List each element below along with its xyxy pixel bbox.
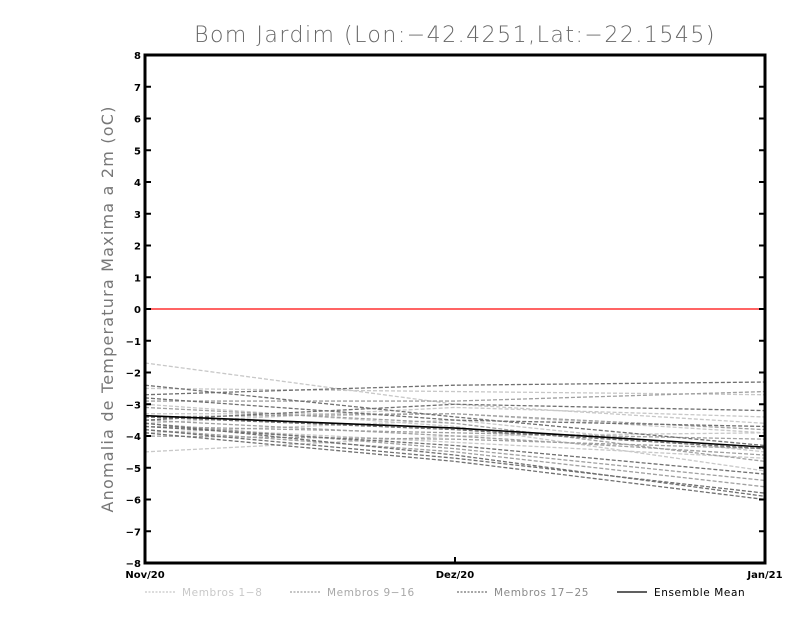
x-tick-label: Jan/21 <box>746 570 782 581</box>
member-line <box>144 403 766 472</box>
member-line <box>145 390 766 402</box>
y-tick-label: 1 <box>134 273 141 284</box>
y-tick-label: −5 <box>126 464 141 475</box>
y-tick-label: −3 <box>126 400 141 411</box>
y-tick-label: 7 <box>134 83 141 94</box>
member-line <box>144 432 766 501</box>
legend-label: Membros 1−8 <box>182 587 263 599</box>
legend: Membros 1−8 Membros 9−16 Membros 17−25 Ense… <box>145 587 745 599</box>
legend-label: Ensemble Mean <box>654 587 745 599</box>
x-ticks: Nov/20 Dez/20 Jan/21 <box>125 557 783 581</box>
y-tick-label: 3 <box>134 210 141 221</box>
member-line <box>144 397 766 428</box>
y-tick-label: −7 <box>126 527 141 538</box>
member-line <box>144 381 766 396</box>
member-line <box>144 425 766 440</box>
y-tick-label: −8 <box>126 559 141 570</box>
legend-label: Membros 17−25 <box>494 587 589 599</box>
member-line <box>144 384 766 447</box>
member-line <box>144 432 766 453</box>
series-lines <box>144 362 766 501</box>
member-line <box>144 387 766 396</box>
y-tick-label: −1 <box>126 337 141 348</box>
member-line <box>144 362 766 424</box>
y-ticks: −8 −7 −6 −5 −4 −3 −2 −1 0 1 2 3 4 5 6 7 8 <box>126 51 765 570</box>
y-tick-label: 5 <box>134 146 141 157</box>
x-tick-label: Dez/20 <box>436 570 475 581</box>
y-tick-label: 6 <box>134 115 141 126</box>
x-tick-label: Nov/20 <box>125 570 164 581</box>
member-line <box>144 422 766 482</box>
y-tick-label: 8 <box>134 51 141 62</box>
member-line <box>144 425 766 475</box>
member-line <box>144 435 766 450</box>
member-line <box>144 403 766 421</box>
member-line <box>144 406 766 463</box>
y-tick-label: 2 <box>134 242 141 253</box>
y-tick-label: −2 <box>126 369 141 380</box>
member-line <box>145 413 766 434</box>
member-line <box>144 429 766 494</box>
member-line <box>144 416 766 450</box>
y-tick-label: 0 <box>134 305 141 316</box>
member-line <box>144 422 766 497</box>
y-tick-label: −4 <box>126 432 141 443</box>
member-line <box>144 406 766 424</box>
y-axis-label: Anomalia de Temperatura Maxima a 2m (oC) <box>98 105 117 512</box>
chart-title: Bom Jardim (Lon:−42.4251,Lat:−22.1545) <box>194 23 716 48</box>
ensemble-mean-line <box>144 414 766 448</box>
legend-label: Membros 9−16 <box>327 587 415 599</box>
y-tick-label: 4 <box>134 178 141 189</box>
y-tick-label: −6 <box>126 496 141 507</box>
